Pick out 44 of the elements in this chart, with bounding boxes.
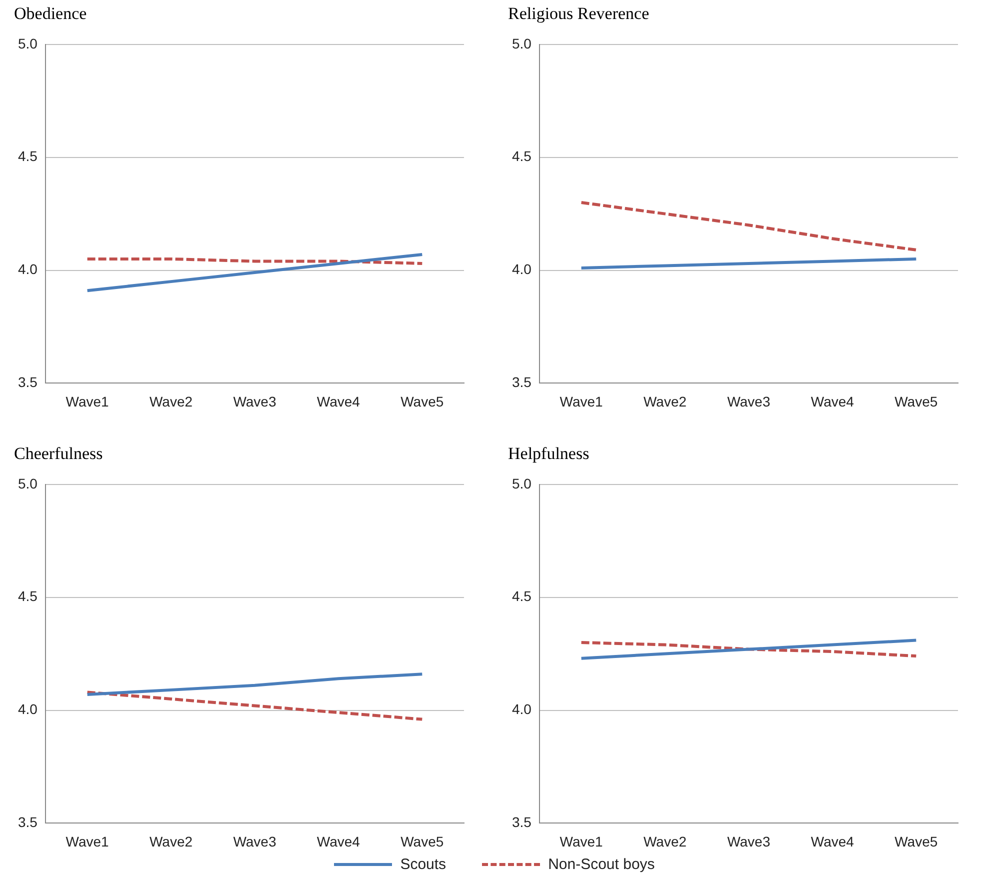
x-tick-label: Wave1 bbox=[66, 393, 110, 410]
y-tick-label: 4.0 bbox=[18, 261, 38, 278]
y-tick-label: 5.0 bbox=[18, 35, 38, 52]
y-tick-label: 4.0 bbox=[18, 701, 38, 718]
x-tick-label: Wave2 bbox=[643, 833, 687, 850]
x-tick-label: Wave5 bbox=[400, 393, 444, 410]
chart-title: Cheerfulness bbox=[14, 444, 103, 464]
x-tick-label: Wave4 bbox=[810, 393, 854, 410]
chart-title: Helpfulness bbox=[508, 444, 590, 464]
x-tick-label: Wave1 bbox=[560, 833, 604, 850]
y-tick-label: 4.5 bbox=[512, 588, 532, 604]
chart-title: Obedience bbox=[14, 4, 87, 24]
line-series bbox=[580, 201, 918, 252]
x-tick-label: Wave4 bbox=[316, 833, 360, 850]
x-tick-label: Wave4 bbox=[316, 393, 360, 410]
x-tick-label: Wave3 bbox=[727, 833, 770, 850]
x-tick-label: Wave1 bbox=[560, 393, 604, 410]
x-tick-label: Wave2 bbox=[149, 833, 193, 850]
x-tick-label: Wave3 bbox=[233, 393, 276, 410]
x-tick-label: Wave2 bbox=[643, 393, 687, 410]
legend-label: Scouts bbox=[400, 856, 446, 873]
y-tick-label: 4.5 bbox=[512, 148, 532, 164]
line-series bbox=[86, 690, 424, 721]
y-tick-label: 3.5 bbox=[18, 814, 38, 830]
x-tick-label: Wave1 bbox=[66, 833, 110, 850]
y-tick-label: 4.0 bbox=[512, 701, 532, 718]
x-tick-label: Wave3 bbox=[233, 833, 276, 850]
y-tick-label: 5.0 bbox=[512, 475, 532, 492]
y-tick-label: 3.5 bbox=[512, 814, 532, 830]
x-tick-label: Wave2 bbox=[149, 393, 193, 410]
x-tick-label: Wave3 bbox=[727, 393, 770, 410]
y-tick-label: 4.0 bbox=[512, 261, 532, 278]
y-tick-label: 4.5 bbox=[18, 588, 38, 604]
y-tick-label: 3.5 bbox=[18, 374, 38, 390]
y-tick-label: 4.5 bbox=[18, 148, 38, 164]
x-tick-label: Wave4 bbox=[810, 833, 854, 850]
y-tick-label: 5.0 bbox=[512, 35, 532, 52]
y-tick-label: 3.5 bbox=[512, 374, 532, 390]
x-tick-label: Wave5 bbox=[894, 833, 938, 850]
legend-label: Non-Scout boys bbox=[548, 856, 655, 873]
x-tick-label: Wave5 bbox=[400, 833, 444, 850]
x-tick-label: Wave5 bbox=[894, 393, 938, 410]
y-tick-label: 5.0 bbox=[18, 475, 38, 492]
chart-title: Religious Reverence bbox=[508, 4, 650, 24]
